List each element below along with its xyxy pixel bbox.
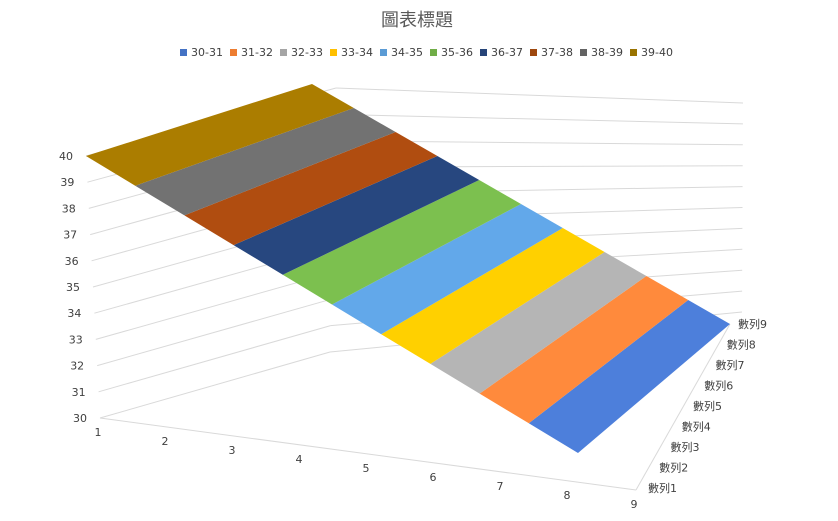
z-tick-label: 32 (70, 360, 84, 373)
legend-swatch (280, 49, 287, 56)
z-tick-label: 36 (65, 255, 79, 268)
series-label: 數列9 (738, 317, 767, 331)
z-tick-label: 37 (63, 229, 77, 242)
legend-label: 32-33 (291, 46, 323, 59)
series-label: 數列7 (716, 358, 745, 372)
x-tick-label: 6 (430, 471, 437, 484)
legend-label: 36-37 (491, 46, 523, 59)
x-tick-label: 1 (95, 426, 102, 439)
series-label: 數列6 (704, 379, 733, 393)
surface-band-4 (381, 228, 605, 364)
legend-label: 38-39 (591, 46, 623, 59)
series-label: 數列3 (671, 440, 700, 454)
legend-swatch (530, 49, 537, 56)
series-label: 數列8 (727, 338, 756, 352)
legend-swatch (180, 49, 187, 56)
legend-swatch (380, 49, 387, 56)
x-tick-label: 5 (363, 462, 370, 475)
surface-band-10 (86, 84, 354, 186)
legend-entry: 33-34 (330, 46, 373, 59)
gridline-side (99, 351, 331, 419)
legend-entry: 31-32 (230, 46, 273, 59)
surface-band-2 (479, 276, 689, 424)
surface-band-3 (430, 252, 647, 394)
floor-edge-right (635, 323, 731, 491)
x-tick-label: 7 (497, 480, 504, 493)
legend-entry: 39-40 (630, 46, 673, 59)
x-axis-ticks: 1 2 3 4 5 6 7 8 9 (95, 426, 638, 511)
z-tick-label: 40 (59, 150, 73, 163)
legend-label: 30-31 (191, 46, 223, 59)
x-tick-label: 2 (162, 435, 169, 448)
series-axis-labels: 數列1 數列2 數列3 數列4 數列5 數列6 數列7 數列8 數列9 (648, 317, 767, 495)
z-tick-label: 39 (60, 176, 74, 189)
legend: 30-31 31-32 32-33 33-34 34-35 35-36 36-37 37-38… (180, 46, 673, 59)
series-label: 數列5 (693, 399, 722, 413)
legend-entry: 34-35 (380, 46, 423, 59)
z-tick-label: 34 (67, 307, 81, 320)
gridline-side (95, 272, 332, 340)
surface-band-5 (332, 204, 563, 335)
gridline-side (98, 325, 331, 393)
legend-swatch (630, 49, 637, 56)
legend-label: 34-35 (391, 46, 423, 59)
z-axis-ticks: 30 31 32 33 34 35 36 37 38 39 40 (59, 150, 87, 425)
legend-label: 39-40 (641, 46, 673, 59)
series-label: 數列4 (682, 420, 711, 434)
series-label: 數列1 (648, 481, 677, 495)
legend-swatch (480, 49, 487, 56)
x-tick-label: 4 (296, 453, 303, 466)
legend-label: 35-36 (441, 46, 473, 59)
surface-band-1 (528, 300, 730, 453)
legend-swatch (430, 49, 437, 56)
legend-label: 31-32 (241, 46, 273, 59)
legend-entry: 36-37 (480, 46, 523, 59)
x-tick-label: 8 (564, 489, 571, 502)
legend-swatch (230, 49, 237, 56)
z-tick-label: 38 (62, 202, 76, 215)
series-label: 數列2 (659, 461, 688, 475)
surface-band-8 (184, 132, 438, 246)
legend-entry: 38-39 (580, 46, 623, 59)
x-tick-label: 3 (229, 444, 236, 457)
z-tick-label: 33 (69, 333, 83, 346)
floor-edge (99, 417, 637, 491)
legend-entry: 30-31 (180, 46, 223, 59)
z-tick-label: 31 (72, 386, 86, 399)
legend-label: 37-38 (541, 46, 573, 59)
surface-band-9 (135, 108, 396, 216)
z-tick-label: 30 (73, 412, 87, 425)
surface-band-6 (282, 180, 521, 305)
legend-entry: 35-36 (430, 46, 473, 59)
gridline-back (335, 87, 744, 104)
gridline-side (97, 298, 332, 367)
surface-band-7 (233, 156, 480, 275)
z-tick-label: 35 (66, 281, 80, 294)
legend-swatch (580, 49, 587, 56)
legend-label: 33-34 (341, 46, 373, 59)
surface-bands (86, 84, 730, 453)
chart-title: 圖表標題 (381, 10, 453, 31)
x-tick-label: 9 (631, 498, 638, 511)
legend-entry: 37-38 (530, 46, 573, 59)
gridline-back (335, 113, 743, 125)
legend-entry: 32-33 (280, 46, 323, 59)
legend-swatch (330, 49, 337, 56)
